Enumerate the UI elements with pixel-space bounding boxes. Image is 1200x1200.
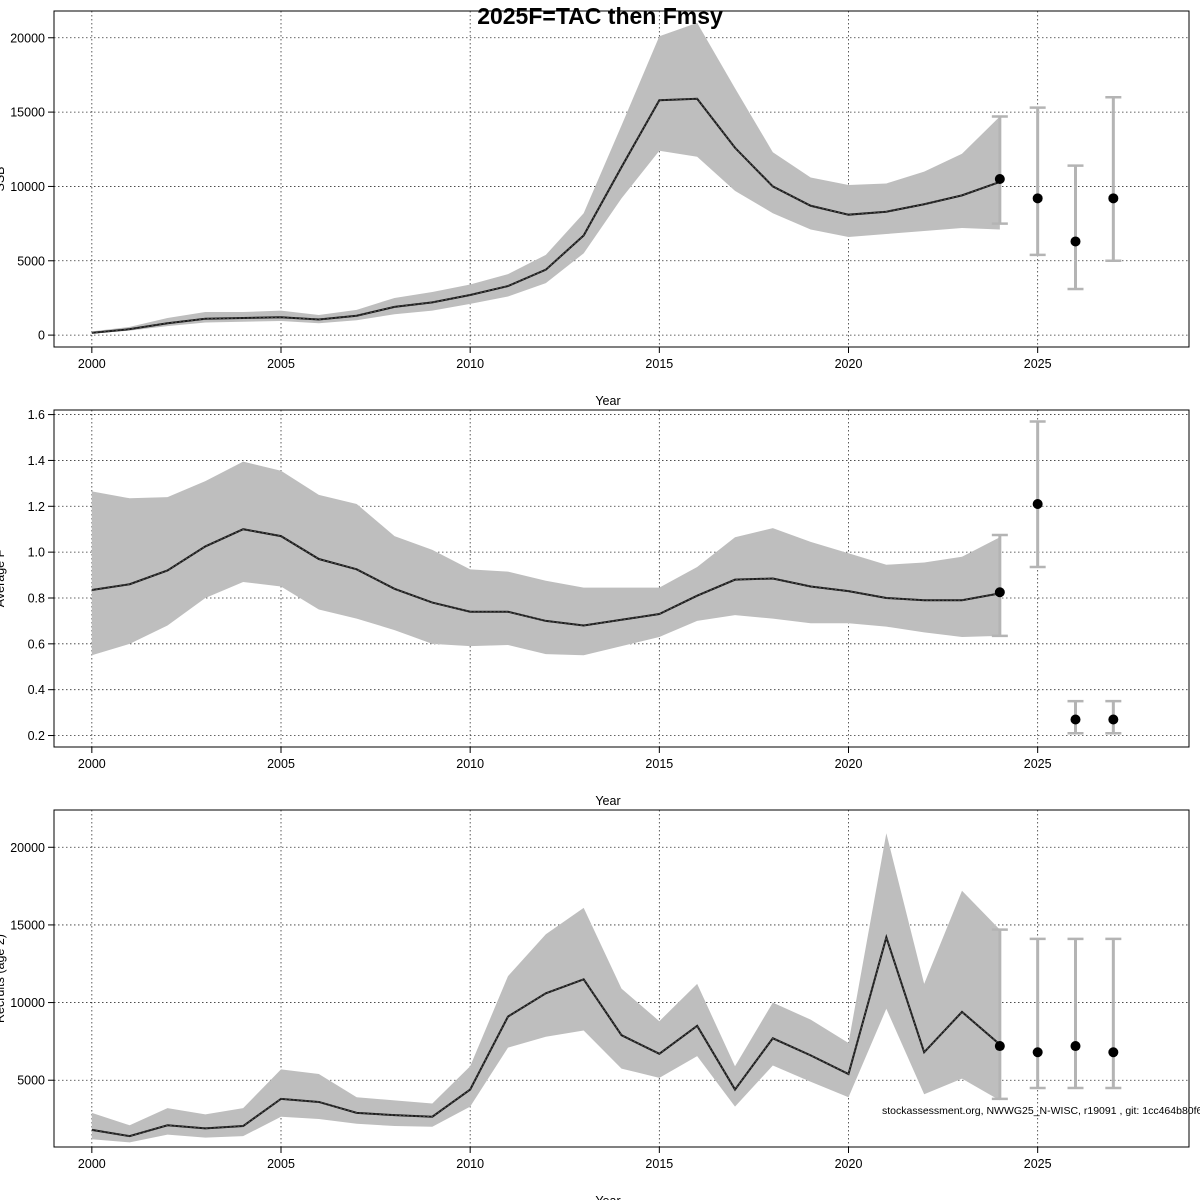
fishing-mortality-y-tick-label: 1.0 [28,546,45,560]
recruitment-forecast-point [1108,1047,1119,1058]
fishing-mortality-y-tick-label: 1.4 [28,454,45,468]
ssb-y-axis-label: SSB [0,166,7,191]
fishing-mortality-y-tick-label: 1.6 [28,408,45,422]
recruitment-x-tick-label: 2000 [78,1157,106,1171]
recruitment-plot-frame [53,809,1190,1148]
recruitment-y-axis-label: Recruits (age 2) [0,934,7,1023]
fishing-mortality-x-tick-label: 2020 [835,757,863,771]
fishing-mortality-y-tick-label: 0.6 [28,637,45,651]
fishing-mortality-y-axis-label: Average F [0,549,7,607]
fishing-mortality-x-axis-label: Year [595,794,620,808]
recruitment-x-axis-label: Year [595,1194,620,1200]
ssb-y-tick-label: 0 [38,329,45,343]
recruitment-forecast-point [994,1041,1005,1052]
recruitment-forecast-point [1070,1041,1081,1052]
ssb-x-tick-label: 2015 [645,357,673,371]
recruitment-x-tick-label: 2005 [267,1157,295,1171]
ssb-y-tick-label: 5000 [17,254,45,268]
figure-title: 2025F=TAC then Fmsy [477,3,723,29]
fishing-mortality-y-tick-label: 1.2 [28,500,45,514]
recruitment-forecast-point [1032,1047,1043,1058]
fishing-mortality-confidence-band [91,461,1000,656]
ssb-panel: 2000 2005 2010 2015 2020 2025 0 5000 10000 15000 2… [0,10,1190,408]
recruitment-panel: 2000 2005 2010 2015 2020 2025 5000 10000 15000 20… [0,809,1190,1200]
fishing-mortality-forecast-point [1032,498,1043,509]
recruitment-estimate-line-dash [91,935,1001,1137]
ssb-x-tick-label: 2020 [835,357,863,371]
ssb-x-tick-label: 2000 [78,357,106,371]
recruitment-y-tick-label: 20000 [10,841,45,855]
fishing-mortality-x-tick-label: 2000 [78,757,106,771]
ssb-x-axis-label: Year [595,394,620,408]
ssb-confidence-band [91,22,1000,334]
ssb-y-tick-label: 15000 [10,106,45,120]
ssb-plot-frame [53,10,1190,348]
fishing-mortality-y-tick-label: 0.8 [28,591,45,605]
ssb-forecast-point [1070,236,1081,247]
recruitment-x-tick-label: 2015 [645,1157,673,1171]
fishing-mortality-forecast-point [994,587,1005,598]
fishing-mortality-x-tick-label: 2025 [1024,757,1052,771]
fishing-mortality-y-tick-label: 0.2 [28,729,45,743]
fishing-mortality-forecast-point [1070,714,1081,725]
ssb-x-tick-label: 2010 [456,357,484,371]
recruitment-x-tick-label: 2025 [1024,1157,1052,1171]
fishing-mortality-x-tick-label: 2010 [456,757,484,771]
recruitment-x-tick-label: 2020 [835,1157,863,1171]
fishing-mortality-forecast-point [1108,714,1119,725]
ssb-estimate-line-dash [91,98,1000,334]
ssb-x-tick-label: 2025 [1024,357,1052,371]
ssb-forecast-point [994,174,1005,184]
ssb-y-tick-label: 20000 [10,31,45,45]
recruitment-x-tick-label: 2010 [456,1157,484,1171]
recruitment-y-tick-label: 15000 [10,918,45,932]
recruitment-confidence-band [91,833,1000,1143]
recruitment-y-tick-label: 5000 [17,1074,45,1088]
fishing-mortality-x-tick-label: 2015 [645,757,673,771]
ssb-y-tick-label: 10000 [10,180,45,194]
ssb-x-tick-label: 2005 [267,357,295,371]
fishing-mortality-panel: 2000 2005 2010 2015 2020 2025 0.2 0.4 0.6 0.8 1.0 1… [0,408,1190,808]
recruitment-y-tick-label: 10000 [10,996,45,1010]
fishing-mortality-x-tick-label: 2005 [267,757,295,771]
ssb-forecast-point [1032,193,1043,204]
fishing-mortality-y-tick-label: 0.4 [28,683,45,697]
fishing-mortality-estimate-line-dash [91,528,1000,626]
fishing-mortality-plot-frame [53,409,1190,748]
footer-credit: stockassessment.org, NWWG25_N-WISC, r190… [882,1105,1200,1117]
ssb-forecast-point [1108,193,1119,204]
